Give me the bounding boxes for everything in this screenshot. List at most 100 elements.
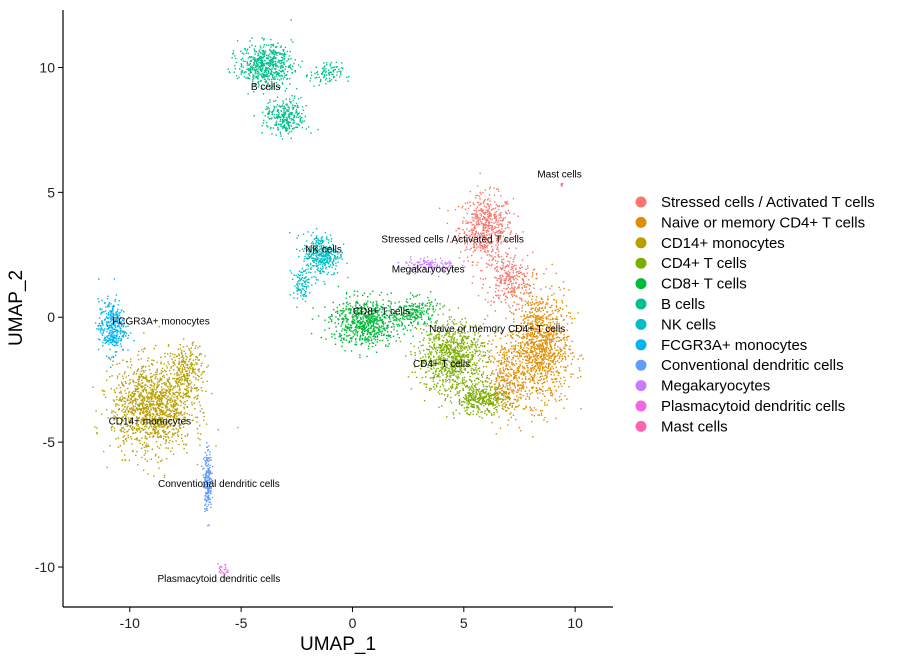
data-point	[554, 377, 556, 380]
data-point	[174, 386, 176, 389]
data-point	[131, 407, 133, 409]
data-point	[480, 380, 482, 382]
data-point	[539, 361, 542, 363]
data-point	[501, 228, 503, 230]
data-point	[496, 295, 498, 297]
data-point	[419, 328, 422, 330]
data-point	[520, 322, 522, 324]
data-point	[541, 363, 544, 365]
data-point	[165, 370, 167, 373]
data-point	[476, 264, 478, 266]
data-point	[138, 375, 140, 377]
data-point	[446, 332, 448, 334]
data-point	[137, 384, 139, 386]
data-point	[177, 384, 179, 386]
data-point	[186, 367, 188, 369]
data-point	[169, 390, 171, 393]
data-point	[134, 385, 136, 387]
data-point	[205, 390, 207, 392]
data-point	[449, 361, 451, 363]
data-point	[520, 345, 522, 347]
data-point	[468, 235, 470, 237]
data-point	[528, 361, 531, 364]
data-point	[490, 397, 493, 400]
data-point	[185, 364, 187, 366]
data-point	[491, 394, 494, 396]
data-point	[442, 385, 445, 387]
data-point	[446, 379, 448, 382]
data-point	[505, 373, 508, 375]
data-point	[558, 337, 561, 339]
data-point	[521, 298, 523, 300]
data-point	[502, 266, 504, 269]
data-point	[168, 420, 170, 422]
data-point	[433, 343, 436, 345]
data-point	[154, 420, 156, 422]
data-point	[178, 363, 180, 365]
data-point	[106, 409, 108, 411]
data-point	[429, 338, 432, 340]
data-point	[150, 376, 152, 379]
data-point	[531, 352, 533, 354]
data-point	[520, 292, 522, 294]
data-point	[184, 412, 186, 414]
data-point	[557, 311, 559, 313]
data-point	[505, 410, 507, 412]
data-point	[555, 309, 557, 311]
data-point	[455, 371, 457, 373]
data-point	[512, 272, 515, 274]
data-point	[96, 427, 98, 429]
data-point	[533, 355, 535, 358]
data-point	[534, 308, 536, 310]
data-point	[487, 393, 490, 396]
data-point	[448, 375, 451, 377]
data-point	[144, 437, 146, 439]
data-point	[563, 287, 565, 290]
data-point	[467, 222, 469, 224]
data-point	[495, 409, 498, 411]
data-point	[547, 303, 549, 305]
data-point	[150, 406, 152, 408]
data-point	[568, 335, 570, 338]
data-point	[533, 303, 536, 305]
data-point	[429, 387, 431, 390]
data-point	[526, 314, 529, 316]
data-point	[507, 360, 509, 362]
data-point	[462, 365, 464, 367]
data-point	[451, 359, 453, 361]
data-point	[443, 346, 445, 349]
data-point	[514, 385, 516, 387]
data-point	[506, 253, 508, 256]
data-point	[502, 235, 505, 238]
data-point	[513, 289, 516, 291]
data-point	[452, 379, 454, 381]
data-point	[128, 459, 131, 461]
data-point	[470, 388, 472, 390]
data-point	[457, 307, 460, 309]
data-point	[496, 262, 498, 265]
data-point	[465, 396, 467, 398]
data-point	[103, 390, 106, 392]
data-point	[153, 388, 156, 390]
data-point	[534, 327, 536, 329]
data-point	[503, 390, 505, 392]
data-point	[127, 387, 129, 390]
data-point	[472, 410, 474, 412]
data-point	[174, 359, 176, 362]
data-point	[463, 401, 465, 403]
data-point	[144, 450, 146, 452]
data-point	[525, 350, 527, 353]
data-point	[544, 324, 546, 326]
data-point	[458, 371, 460, 373]
data-point	[475, 389, 477, 391]
data-point	[159, 417, 161, 419]
data-point	[456, 356, 459, 358]
data-point	[152, 395, 154, 397]
data-point	[516, 369, 518, 371]
data-point	[488, 400, 490, 403]
data-point	[167, 396, 169, 398]
data-point	[503, 396, 505, 398]
data-point	[558, 386, 560, 388]
data-point	[178, 389, 180, 392]
data-point	[470, 392, 472, 395]
